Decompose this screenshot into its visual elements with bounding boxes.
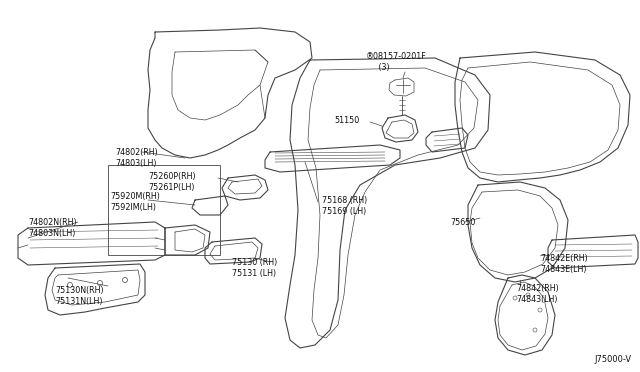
Text: 75260P(RH)
75261P(LH): 75260P(RH) 75261P(LH) xyxy=(148,172,196,192)
Text: 75650: 75650 xyxy=(450,218,476,227)
Text: 75130 (RH)
75131 (LH): 75130 (RH) 75131 (LH) xyxy=(232,258,277,278)
Text: 75168 (RH)
75169 (LH): 75168 (RH) 75169 (LH) xyxy=(322,196,367,216)
Text: 75130N(RH)
75131N(LH): 75130N(RH) 75131N(LH) xyxy=(55,286,104,306)
Bar xyxy=(108,165,220,255)
Text: ®08157-0201F
     (3): ®08157-0201F (3) xyxy=(366,52,427,72)
Text: J75000-V: J75000-V xyxy=(595,355,632,364)
Text: 51150: 51150 xyxy=(334,116,359,125)
Text: 75920M(RH)
7592lM(LH): 75920M(RH) 7592lM(LH) xyxy=(110,192,160,212)
Text: 74842E(RH)
74843E(LH): 74842E(RH) 74843E(LH) xyxy=(540,254,588,274)
Text: 74842(RH)
74843(LH): 74842(RH) 74843(LH) xyxy=(516,284,559,304)
Text: 74802(RH)
74803(LH): 74802(RH) 74803(LH) xyxy=(115,148,157,168)
Text: 74802N(RH)
74803N(LH): 74802N(RH) 74803N(LH) xyxy=(28,218,77,238)
